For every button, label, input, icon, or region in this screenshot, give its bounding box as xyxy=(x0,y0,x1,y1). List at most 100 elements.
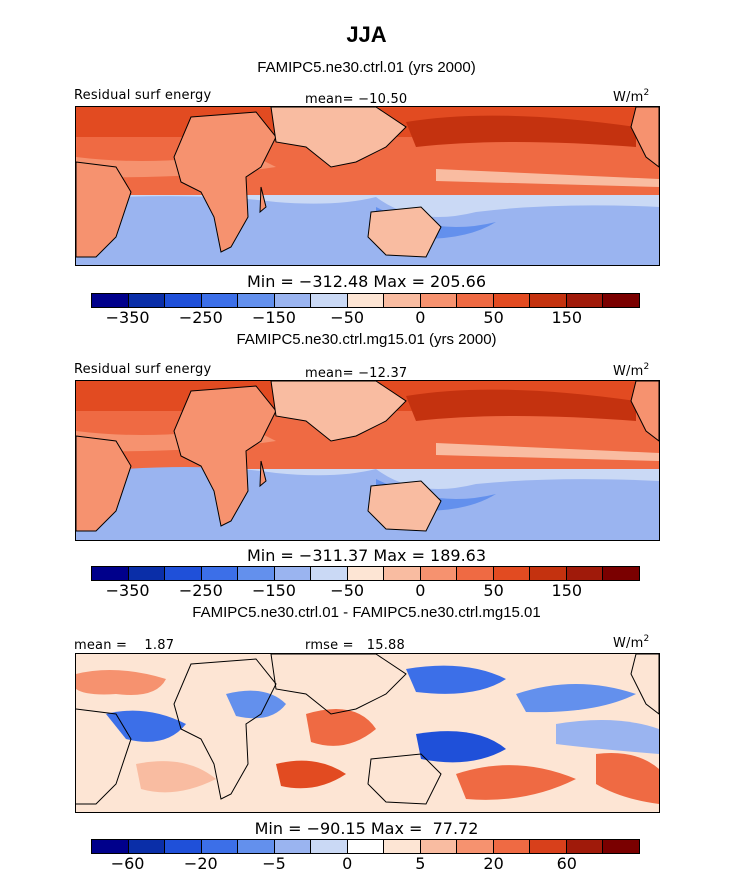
panel3-colorbar-segment xyxy=(128,840,166,853)
panel3-colorbar-segment xyxy=(384,840,421,853)
panel2-mean-label: mean= −12.37 xyxy=(305,366,408,381)
panel1-colorbar-segment xyxy=(457,294,494,307)
panel2-colorbar-tick-label: 50 xyxy=(483,581,504,600)
panel1-colorbar-segment xyxy=(274,294,312,307)
panel3-colorbar-segment xyxy=(165,840,202,853)
panel2-asia xyxy=(270,381,407,442)
panel3-colorbar-segment xyxy=(201,840,239,853)
panel1-colorbar-segment xyxy=(238,294,275,307)
panel3-colorbar-segment xyxy=(274,840,312,853)
panel2-colorbar-segment xyxy=(457,567,494,580)
panel1-colorbar-tick-label: 150 xyxy=(551,308,583,327)
panel3-patch-f xyxy=(416,731,506,763)
panel3-mean-label: mean = 1.87 xyxy=(74,638,175,653)
panel3-map xyxy=(75,653,660,813)
panel1-colorbar-tick-label: −50 xyxy=(330,308,365,327)
panel3-colorbar-tick-label: −5 xyxy=(262,854,286,873)
panel3-colorbar-segment xyxy=(311,840,348,853)
panel3-patch-d xyxy=(306,709,376,746)
panel3-units: W/m2 xyxy=(613,634,650,651)
panel2-americas-west xyxy=(630,381,659,442)
panel3-colorbar-tick-label: 5 xyxy=(415,854,426,873)
panel1-madagascar xyxy=(259,186,267,214)
panel2-map xyxy=(75,380,660,541)
panel2-colorbar-segment xyxy=(384,567,421,580)
panel1-colorbar-segment xyxy=(420,294,458,307)
panel3-colorbar-segment xyxy=(420,840,458,853)
panel1-colorbar-tick-label: 0 xyxy=(415,308,426,327)
panel1-field-itcz xyxy=(436,169,659,187)
panel1-colorbar-segment xyxy=(92,294,129,307)
panel1-stats: Min = −312.48 Max = 205.66 xyxy=(246,272,487,291)
panel3-asia xyxy=(270,654,407,715)
panel2-variable-label: Residual surf energy xyxy=(74,362,212,377)
panel1-asia xyxy=(270,107,407,168)
panel1-colorbar xyxy=(91,293,640,308)
panel1-mean-label: mean= −10.50 xyxy=(305,92,408,107)
panel1-colorbar-segment xyxy=(530,294,567,307)
panel2-colorbar xyxy=(91,566,640,581)
panel3-patch-a xyxy=(76,670,166,695)
panel1-colorbar-segment xyxy=(603,294,639,307)
panel2-colorbar-tick-label: −350 xyxy=(105,581,150,600)
panel1-colorbar-segment xyxy=(128,294,166,307)
panel2-colorbar-segment xyxy=(165,567,202,580)
panel1-variable-label: Residual surf energy xyxy=(74,88,212,103)
panel1-map xyxy=(75,106,660,266)
panel2-south-america xyxy=(76,435,132,532)
panel1-colorbar-segment xyxy=(311,294,348,307)
panel3-patch-k xyxy=(136,761,216,793)
panel1-australia xyxy=(367,206,442,258)
panel3-colorbar-segment xyxy=(493,840,531,853)
panel2-colorbar-segment xyxy=(603,567,639,580)
panel3-title: FAMIPC5.ne30.ctrl.01 - FAMIPC5.ne30.ctrl… xyxy=(192,604,541,621)
panel1-units: W/m2 xyxy=(613,88,650,105)
panel2-stats: Min = −311.37 Max = 189.63 xyxy=(246,546,487,565)
panel3-colorbar-segment xyxy=(92,840,129,853)
panel2-australia xyxy=(367,480,442,532)
panel3-colorbar-tick-label: −60 xyxy=(110,854,145,873)
panel3-patch-h xyxy=(456,765,576,800)
panel1-colorbar-segment xyxy=(201,294,239,307)
panel3-colorbar-tick-label: 0 xyxy=(342,854,353,873)
panel2-field-npac xyxy=(406,389,636,421)
panel3-australia xyxy=(367,753,442,805)
panel2-colorbar-segment xyxy=(92,567,129,580)
panel2-field-itcz xyxy=(436,443,659,461)
panel2-colorbar-segment xyxy=(493,567,531,580)
panel3-colorbar-segment xyxy=(603,840,639,853)
panel3-colorbar-segment xyxy=(457,840,494,853)
panel2-colorbar-segment xyxy=(420,567,458,580)
panel2-colorbar-segment xyxy=(530,567,567,580)
panel2-colorbar-segment xyxy=(238,567,275,580)
panel2-madagascar xyxy=(259,460,267,488)
panel1-colorbar-tick-label: −250 xyxy=(178,308,223,327)
panel2-colorbar-tick-label: 150 xyxy=(551,581,583,600)
panel1-colorbar-segment xyxy=(384,294,421,307)
panel3-americas-west xyxy=(630,654,659,715)
panel3-patch-e xyxy=(406,665,506,694)
figure-title: JJA xyxy=(346,22,387,47)
panel1-map-svg xyxy=(76,107,659,265)
panel1-colorbar-segment xyxy=(347,294,385,307)
panel1-colorbar-segment xyxy=(493,294,531,307)
panel1-colorbar-tick-label: −350 xyxy=(105,308,150,327)
panel3-africa xyxy=(173,658,277,800)
panel1-colorbar-tick-label: −150 xyxy=(252,308,296,327)
panel3-rmse-label: rmse = 15.88 xyxy=(305,638,405,653)
panel1-title: FAMIPC5.ne30.ctrl.01 (yrs 2000) xyxy=(257,59,476,76)
panel1-field-npac xyxy=(406,115,636,147)
panel3-patch-g xyxy=(516,684,636,713)
panel2-colorbar-tick-label: −150 xyxy=(252,581,296,600)
panel1-colorbar-ticks: −350 −250 −150 −50 0 50 150 xyxy=(91,308,640,328)
panel3-colorbar-tick-label: −20 xyxy=(183,854,218,873)
panel1-colorbar-segment xyxy=(566,294,604,307)
panel3-colorbar-segment xyxy=(347,840,385,853)
panel2-colorbar-segment xyxy=(566,567,604,580)
panel2-colorbar-ticks: −350 −250 −150 −50 0 50 150 xyxy=(91,581,640,601)
panel3-colorbar-segment xyxy=(566,840,604,853)
panel3-colorbar-ticks: −60 −20 −5 0 5 20 60 xyxy=(91,854,640,874)
panel2-colorbar-segment xyxy=(201,567,239,580)
panel1-colorbar-segment xyxy=(165,294,202,307)
panel3-stats: Min = −90.15 Max = 77.72 xyxy=(254,819,479,838)
